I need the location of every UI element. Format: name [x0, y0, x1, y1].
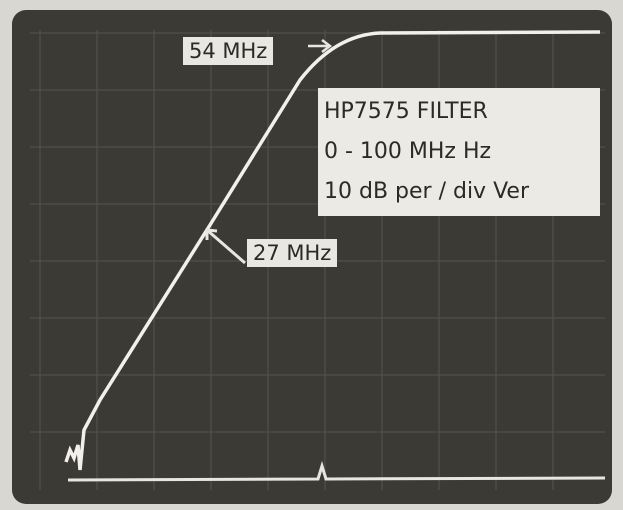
info-line: 0 - 100 MHz Hz [324, 139, 492, 164]
info-line: 10 dB per / div Ver [324, 179, 529, 204]
marker-label: 27 MHz [247, 239, 338, 267]
marker-label: 54 MHz [183, 37, 274, 65]
info-box: HP7575 FILTER 0 - 100 MHz Hz 10 dB per /… [318, 88, 600, 216]
arrow [205, 228, 246, 265]
info-line: HP7575 FILTER [324, 99, 488, 124]
trace [64, 30, 601, 471]
arrow [308, 39, 333, 53]
baseline [67, 460, 606, 482]
